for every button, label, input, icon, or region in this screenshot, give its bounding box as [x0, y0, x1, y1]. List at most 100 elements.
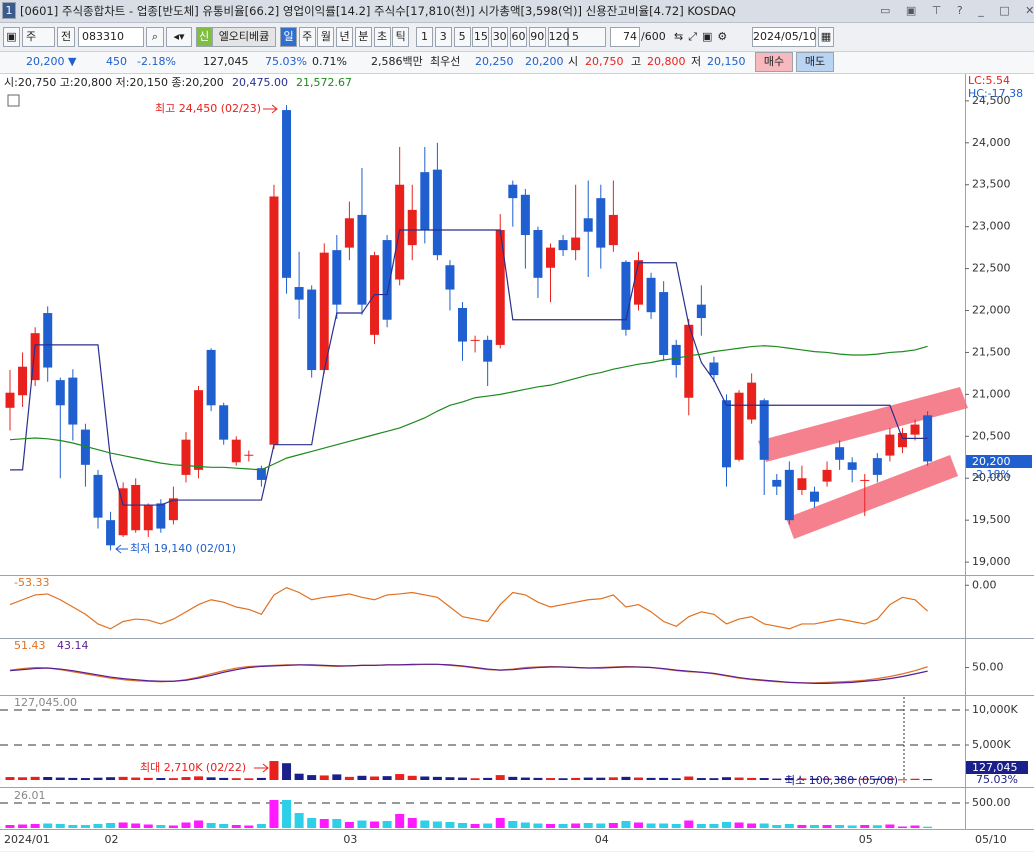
candle-body	[18, 366, 28, 396]
line-series	[9, 345, 928, 471]
bar	[533, 823, 543, 828]
bar	[93, 777, 103, 780]
bar	[244, 825, 254, 828]
bar	[18, 824, 28, 828]
bar	[558, 778, 568, 780]
tool-icons[interactable]: ⇆⤢▣⚙	[674, 30, 733, 43]
calendar-button[interactable]: ▦	[818, 27, 834, 47]
bar	[684, 820, 694, 828]
candle-body	[30, 333, 40, 381]
count-select[interactable]: 5	[568, 27, 606, 47]
legend-entry: 43.14	[57, 639, 89, 652]
bar	[344, 776, 354, 780]
bar	[897, 779, 907, 781]
bar	[784, 778, 794, 780]
legend-ohlc: 시:20,750 고:20,800 저:20,150 종:20,200	[4, 76, 224, 89]
toolbar-button[interactable]: 15	[472, 27, 490, 47]
bar	[822, 778, 832, 780]
toolbar-button[interactable]: 1	[416, 27, 433, 47]
annotation: 최대 2,710K (02/22)	[140, 761, 246, 774]
lc-label: LC:5.54	[968, 74, 1010, 87]
bar	[219, 777, 229, 780]
bar	[332, 774, 342, 780]
toolbar-button[interactable]: 5	[453, 27, 471, 47]
bar	[508, 776, 518, 780]
bar	[294, 773, 304, 780]
bar	[43, 823, 53, 828]
search-button[interactable]: ⌕	[146, 27, 164, 47]
bar	[118, 776, 128, 780]
bar	[571, 777, 581, 780]
y-tick-label: 23,500	[972, 178, 1011, 191]
toolbar-button[interactable]: 30	[491, 27, 509, 47]
bar	[30, 824, 40, 828]
y-tick-label: 24,500	[972, 94, 1011, 107]
candle-body	[80, 429, 90, 465]
toolbar-button[interactable]: 120	[547, 27, 570, 47]
candle-body	[256, 468, 266, 480]
price: 20,200 ▼	[26, 55, 77, 68]
candle-body	[885, 434, 895, 456]
menu-icon[interactable]: ▣	[3, 27, 20, 47]
best-bid: 20,200	[525, 55, 564, 68]
toolbar-button[interactable]: 초	[373, 27, 391, 47]
bar	[307, 775, 317, 780]
buy-button[interactable]: 매수	[755, 52, 793, 72]
candle-body	[55, 380, 65, 406]
bar	[583, 777, 593, 780]
candle-body	[759, 400, 769, 460]
bar	[156, 825, 166, 828]
candle-body	[93, 474, 103, 518]
toolbar-button[interactable]: 90	[528, 27, 546, 47]
toolbar-button[interactable]: 월	[317, 27, 335, 47]
bar	[181, 777, 191, 780]
candle-body	[634, 260, 643, 305]
bar	[143, 777, 153, 780]
candle-body	[5, 392, 15, 408]
period-select[interactable]: 주	[22, 27, 55, 47]
quote-bar: 20,200 ▼ 450 -2.18% 127,045 75.03% 0.71%…	[0, 51, 1034, 74]
candle-body	[432, 169, 442, 256]
bar	[483, 823, 493, 828]
channel-lower	[786, 455, 958, 539]
bar	[659, 823, 669, 828]
bar	[168, 825, 178, 828]
chart-icon[interactable]	[7, 94, 20, 107]
bar	[143, 824, 153, 828]
bar	[797, 778, 807, 780]
sound-button[interactable]: ◂▾	[166, 27, 192, 47]
date-input[interactable]: 2024/05/10	[752, 27, 816, 47]
sell-button[interactable]: 매도	[796, 52, 834, 72]
toolbar-button[interactable]: 분	[354, 27, 372, 47]
bar	[168, 778, 178, 780]
pane-label: 127,045.00	[14, 696, 77, 709]
toolbar-button[interactable]: 주	[298, 27, 316, 47]
bar	[684, 776, 694, 780]
bar	[106, 777, 116, 780]
bar	[696, 778, 706, 780]
visible-count[interactable]: 74	[610, 27, 640, 47]
toolbar-button[interactable]: 년	[336, 27, 354, 47]
window-controls[interactable]: ▭ ▣ ⊤ ? _ □ ✕	[880, 4, 1034, 17]
last-change: -2.18%	[972, 468, 1011, 481]
toolbar-button[interactable]: 3	[434, 27, 452, 47]
code-input[interactable]: 083310	[78, 27, 144, 47]
open-label: 시	[568, 55, 579, 68]
bar	[671, 824, 681, 828]
y-tick-label: 20,000	[972, 471, 1011, 484]
toolbar-button[interactable]: 60	[510, 27, 527, 47]
bar	[420, 776, 430, 780]
annotation: 최저 19,140 (02/01)	[130, 542, 236, 555]
toolbar-button[interactable]: 틱	[392, 27, 410, 47]
bar	[583, 823, 593, 828]
prefix-button[interactable]: 전	[57, 27, 75, 47]
toolbar-button[interactable]: 일	[280, 27, 297, 47]
bar	[734, 822, 744, 828]
change-rate: -2.18%	[137, 55, 176, 68]
candle-body	[822, 469, 832, 482]
bar	[634, 822, 643, 828]
bar	[219, 824, 229, 828]
candle-body	[382, 240, 392, 320]
bar	[131, 823, 141, 828]
bar	[872, 778, 882, 780]
